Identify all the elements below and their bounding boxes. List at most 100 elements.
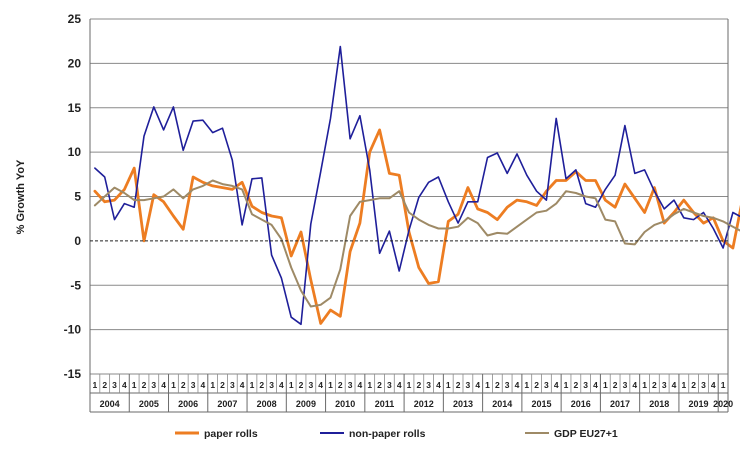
quarter-tick-label: 1 [250, 380, 255, 390]
quarter-tick-label: 2 [613, 380, 618, 390]
quarter-tick-label: 3 [466, 380, 471, 390]
quarter-tick-label: 4 [436, 380, 441, 390]
quarter-tick-label: 3 [348, 380, 353, 390]
year-tick-label: 2010 [335, 399, 355, 409]
quarter-tick-label: 2 [102, 380, 107, 390]
quarter-tick-label: 1 [446, 380, 451, 390]
quarter-tick-label: 2 [338, 380, 343, 390]
quarter-tick-label: 2 [573, 380, 578, 390]
series-line-gdp-eu27-1 [93, 179, 740, 308]
quarter-tick-label: 4 [475, 380, 480, 390]
quarter-tick-label: 1 [171, 380, 176, 390]
quarter-tick-label: 3 [151, 380, 156, 390]
quarter-tick-label: 1 [93, 380, 98, 390]
quarter-tick-label: 4 [672, 380, 677, 390]
quarter-tick-label: 2 [220, 380, 225, 390]
quarter-tick-label: 2 [142, 380, 147, 390]
quarter-tick-label: 4 [632, 380, 637, 390]
quarter-tick-label: 3 [230, 380, 235, 390]
quarter-tick-label: 2 [299, 380, 304, 390]
year-tick-label: 2013 [453, 399, 473, 409]
quarter-tick-label: 3 [583, 380, 588, 390]
y-tick-label: 5 [74, 190, 81, 204]
quarter-tick-label: 2 [259, 380, 264, 390]
series-line-non-paper-rolls [94, 45, 740, 326]
y-tick-label: -5 [70, 278, 81, 292]
year-tick-label: 2006 [178, 399, 198, 409]
legend-label: GDP EU27+1 [554, 428, 618, 440]
quarter-tick-label: 1 [210, 380, 215, 390]
quarter-tick-label: 3 [701, 380, 706, 390]
quarter-tick-label: 3 [426, 380, 431, 390]
year-tick-label: 2014 [492, 399, 512, 409]
quarter-tick-label: 2 [652, 380, 657, 390]
year-tick-label: 2004 [100, 399, 120, 409]
quarter-tick-label: 4 [122, 380, 127, 390]
quarter-tick-label: 4 [358, 380, 363, 390]
quarter-tick-label: 2 [416, 380, 421, 390]
quarter-tick-label: 4 [397, 380, 402, 390]
quarter-tick-label: 1 [564, 380, 569, 390]
quarter-tick-label: 3 [544, 380, 549, 390]
year-tick-label: 2015 [531, 399, 551, 409]
quarter-tick-label: 4 [711, 380, 716, 390]
quarter-tick-label: 1 [485, 380, 490, 390]
y-tick-label: -10 [64, 323, 82, 337]
y-axis-label: % Growth YoY [15, 159, 27, 234]
quarter-tick-label: 3 [623, 380, 628, 390]
quarter-tick-label: 2 [691, 380, 696, 390]
y-tick-label: 10 [68, 145, 82, 159]
quarter-tick-label: 1 [721, 380, 726, 390]
y-tick-label: 0 [74, 234, 81, 248]
year-tick-label: 2018 [649, 399, 669, 409]
year-tick-label: 2012 [414, 399, 434, 409]
quarter-tick-label: 1 [132, 380, 137, 390]
year-tick-label: 2016 [571, 399, 591, 409]
quarter-tick-label: 3 [387, 380, 392, 390]
legend: paper rolls non-paper rolls GDP EU27+1 [175, 428, 618, 440]
y-tick-label: 25 [68, 12, 82, 26]
quarter-tick-label: 1 [681, 380, 686, 390]
year-tick-label: 2020 [713, 399, 733, 409]
quarter-tick-label: 4 [201, 380, 206, 390]
quarter-tick-label: 1 [407, 380, 412, 390]
year-tick-label: 2011 [375, 399, 395, 409]
quarter-tick-label: 2 [534, 380, 539, 390]
quarter-tick-label: 3 [191, 380, 196, 390]
quarter-tick-label: 1 [603, 380, 608, 390]
legend-label: non-paper rolls [349, 428, 426, 440]
quarter-tick-label: 2 [456, 380, 461, 390]
year-tick-label: 2007 [217, 399, 237, 409]
quarter-tick-label: 4 [240, 380, 245, 390]
year-tick-label: 2017 [610, 399, 630, 409]
y-tick-label: 15 [68, 101, 82, 115]
quarter-tick-label: 3 [505, 380, 510, 390]
quarter-tick-label: 1 [289, 380, 294, 390]
quarter-tick-label: 2 [181, 380, 186, 390]
year-tick-label: 2008 [257, 399, 277, 409]
y-tick-label: 20 [68, 56, 82, 70]
quarter-tick-label: 2 [495, 380, 500, 390]
year-tick-label: 2009 [296, 399, 316, 409]
quarter-tick-label: 2 [377, 380, 382, 390]
quarter-tick-label: 4 [318, 380, 323, 390]
quarter-tick-label: 1 [367, 380, 372, 390]
quarter-tick-label: 1 [524, 380, 529, 390]
series-layer [93, 45, 740, 326]
quarter-tick-label: 4 [279, 380, 284, 390]
grid [90, 18, 728, 375]
series-line-paper-rolls [93, 128, 740, 325]
quarter-tick-label: 4 [161, 380, 166, 390]
year-tick-label: 2005 [139, 399, 159, 409]
quarter-tick-label: 3 [308, 380, 313, 390]
quarter-tick-label: 3 [269, 380, 274, 390]
quarter-tick-label: 3 [662, 380, 667, 390]
y-tick-label: -15 [64, 367, 82, 381]
quarter-tick-label: 3 [112, 380, 117, 390]
quarter-tick-label: 4 [515, 380, 520, 390]
quarter-tick-label: 1 [642, 380, 647, 390]
year-tick-label: 2019 [689, 399, 709, 409]
